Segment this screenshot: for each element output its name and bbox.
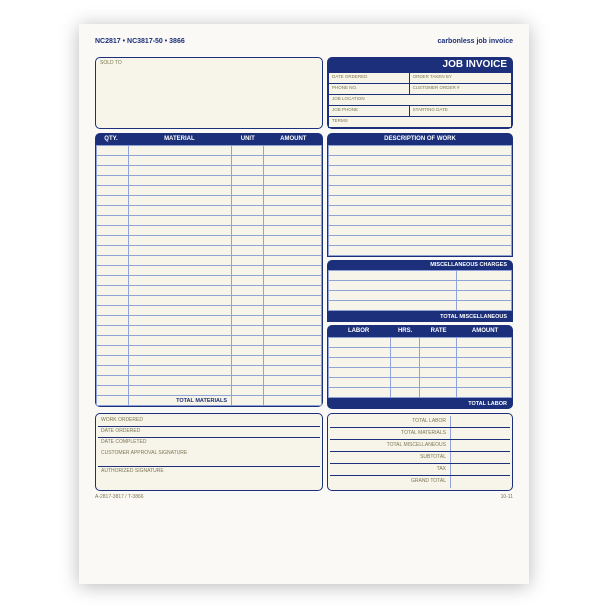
total-value[interactable] bbox=[450, 428, 510, 439]
footer-left-line[interactable]: WORK ORDERED bbox=[98, 416, 320, 427]
labor-col-header: LABOR bbox=[327, 325, 390, 337]
product-codes: NC2817 • NC3817-50 • 3866 bbox=[95, 38, 185, 45]
job-field[interactable]: TERMS bbox=[329, 117, 512, 128]
bottom-right-code: 10-11 bbox=[501, 494, 513, 500]
materials-col-header: AMOUNT bbox=[264, 133, 323, 145]
description-grid[interactable] bbox=[327, 145, 513, 257]
main-section: QTY.MATERIALUNITAMOUNT TOTAL MATERIALS D… bbox=[95, 133, 513, 409]
job-field[interactable]: STARTING DATE bbox=[409, 106, 511, 117]
job-field[interactable]: JOB LOCATION bbox=[329, 95, 512, 106]
total-label: TOTAL MATERIALS bbox=[330, 428, 450, 439]
total-value[interactable] bbox=[450, 452, 510, 463]
labor-col-header: HRS. bbox=[390, 325, 420, 337]
sold-to-box[interactable]: SOLD TO bbox=[95, 57, 323, 129]
labor-col-header: AMOUNT bbox=[457, 325, 513, 337]
bottom-left-code: A-2817-3817 / T-3866 bbox=[95, 494, 144, 500]
total-value[interactable] bbox=[450, 440, 510, 451]
labor-header: LABORHRS.RATEAMOUNT bbox=[327, 325, 513, 337]
authorized-signature: AUTHORIZED SIGNATURE bbox=[98, 467, 320, 485]
total-label: SUBTOTAL bbox=[330, 452, 450, 463]
materials-col-header: UNIT bbox=[232, 133, 264, 145]
materials-col-header: MATERIAL bbox=[127, 133, 232, 145]
job-field[interactable]: PHONE NO. bbox=[329, 84, 410, 95]
footer-left-line[interactable]: DATE COMPLETED bbox=[98, 438, 320, 449]
job-field[interactable]: JOB PHONE bbox=[329, 106, 410, 117]
job-info-grid[interactable]: DATE ORDEREDORDER TAKEN BYPHONE NO.CUSTO… bbox=[327, 72, 513, 129]
total-label: TAX bbox=[330, 464, 450, 475]
materials-header: QTY.MATERIALUNITAMOUNT bbox=[95, 133, 323, 145]
labor-total-bar: TOTAL LABOR bbox=[327, 399, 513, 409]
misc-header: MISCELLANEOUS CHARGES bbox=[327, 260, 513, 270]
job-field[interactable]: DATE ORDERED bbox=[329, 73, 410, 84]
labor-grid[interactable] bbox=[327, 337, 513, 399]
form-type: carbonless job invoice bbox=[438, 38, 513, 45]
materials-block: QTY.MATERIALUNITAMOUNT TOTAL MATERIALS bbox=[95, 133, 323, 409]
footer-left[interactable]: WORK ORDEREDDATE ORDEREDDATE COMPLETED C… bbox=[95, 413, 323, 491]
labor-col-header: RATE bbox=[420, 325, 457, 337]
materials-col-header: QTY. bbox=[95, 133, 127, 145]
description-header-label: DESCRIPTION OF WORK bbox=[327, 133, 513, 145]
total-label: TOTAL MISCELLANEOUS bbox=[330, 440, 450, 451]
total-label: TOTAL LABOR bbox=[330, 416, 450, 427]
misc-total-bar: TOTAL MISCELLANEOUS bbox=[327, 312, 513, 322]
bottom-codes: A-2817-3817 / T-3866 10-11 bbox=[95, 494, 513, 500]
invoice-form: NC2817 • NC3817-50 • 3866 carbonless job… bbox=[79, 24, 529, 584]
footer-totals: TOTAL LABORTOTAL MATERIALSTOTAL MISCELLA… bbox=[327, 413, 513, 491]
description-header: DESCRIPTION OF WORK bbox=[327, 133, 513, 145]
job-invoice-title: JOB INVOICE bbox=[327, 57, 513, 72]
total-label: GRAND TOTAL bbox=[330, 476, 450, 488]
footer-section: WORK ORDEREDDATE ORDEREDDATE COMPLETED C… bbox=[95, 413, 513, 491]
total-value[interactable] bbox=[450, 464, 510, 475]
header-section: SOLD TO JOB INVOICE DATE ORDEREDORDER TA… bbox=[95, 57, 513, 129]
job-info-block: JOB INVOICE DATE ORDEREDORDER TAKEN BYPH… bbox=[327, 57, 513, 129]
total-value[interactable] bbox=[450, 476, 510, 488]
misc-grid[interactable] bbox=[327, 270, 513, 312]
work-block: DESCRIPTION OF WORK MISCELLANEOUS CHARGE… bbox=[327, 133, 513, 409]
sold-to-label: SOLD TO bbox=[100, 60, 318, 66]
job-field[interactable]: CUSTOMER ORDER # bbox=[409, 84, 511, 95]
materials-grid[interactable]: TOTAL MATERIALS bbox=[95, 145, 323, 407]
customer-signature: CUSTOMER APPROVAL SIGNATURE bbox=[98, 449, 320, 467]
footer-left-line[interactable]: DATE ORDERED bbox=[98, 427, 320, 438]
total-value[interactable] bbox=[450, 416, 510, 427]
job-field[interactable]: ORDER TAKEN BY bbox=[409, 73, 511, 84]
top-bar: NC2817 • NC3817-50 • 3866 carbonless job… bbox=[95, 38, 513, 45]
